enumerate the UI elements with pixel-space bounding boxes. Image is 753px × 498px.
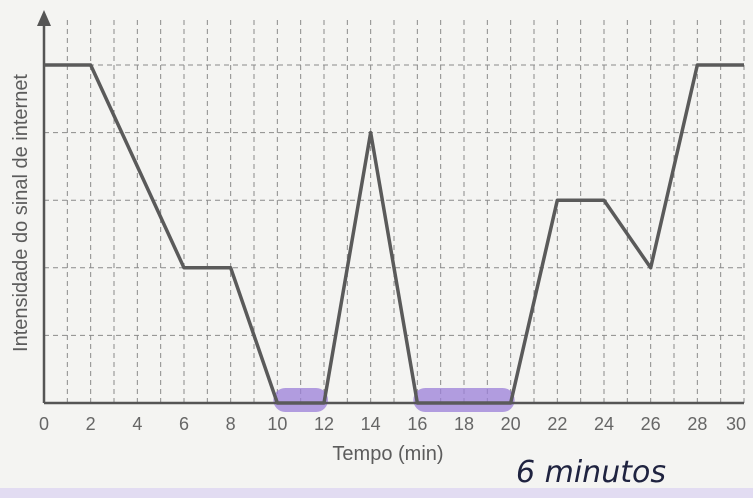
x-tick-labels: 0 2 4 6 8 10 12 14 16 18 20 22 24 26 28 30 xyxy=(39,414,746,434)
x-tick-label: 28 xyxy=(687,414,707,434)
x-tick-label: 24 xyxy=(594,414,614,434)
x-tick-label: 30 xyxy=(726,414,746,434)
x-tick-label: 18 xyxy=(454,414,474,434)
y-axis-title: Intensidade do sinal de internet xyxy=(10,74,32,352)
x-tick-label: 4 xyxy=(132,414,142,434)
highlight-marks xyxy=(273,388,515,412)
handwritten-annotation: 6 minutos xyxy=(516,455,666,490)
x-tick-label: 2 xyxy=(86,414,96,434)
x-tick-label: 20 xyxy=(501,414,521,434)
x-tick-label: 12 xyxy=(314,414,334,434)
x-tick-label: 8 xyxy=(226,414,236,434)
x-axis-title: Tempo (min) xyxy=(332,443,443,465)
grid-lines xyxy=(44,20,745,403)
x-tick-label: 0 xyxy=(39,414,49,434)
series-line-group xyxy=(44,63,744,405)
x-tick-label: 6 xyxy=(179,414,189,434)
series-line xyxy=(44,63,744,405)
highlight-mark xyxy=(273,388,328,412)
x-tick-label: 16 xyxy=(407,414,427,434)
x-tick-label: 26 xyxy=(641,414,661,434)
x-tick-label: 22 xyxy=(547,414,567,434)
x-tick-label: 14 xyxy=(361,414,381,434)
bottom-strip xyxy=(0,488,753,498)
y-axis-arrow xyxy=(37,10,51,26)
x-tick-label: 10 xyxy=(267,414,287,434)
axes xyxy=(37,10,744,405)
highlight-mark xyxy=(413,388,515,412)
